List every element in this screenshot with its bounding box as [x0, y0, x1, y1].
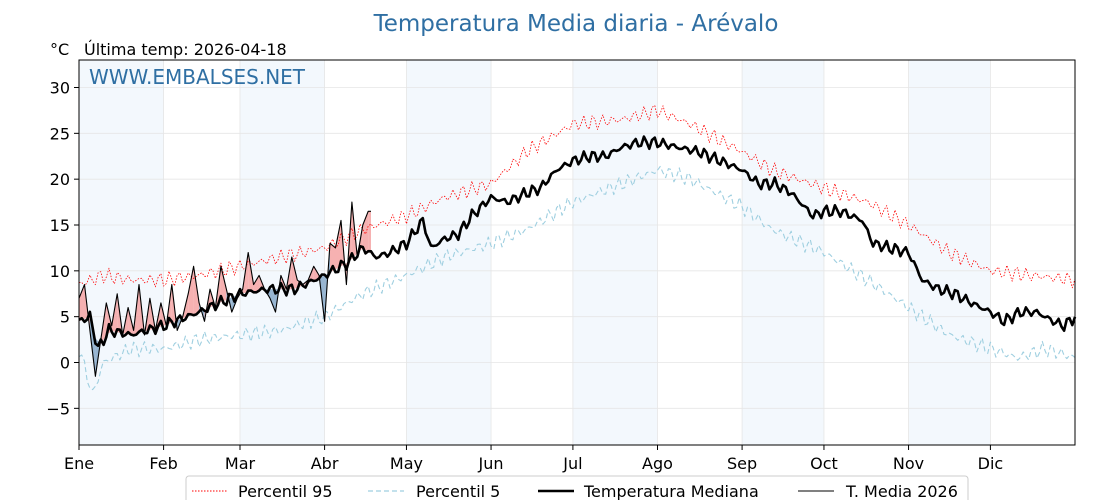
y-tick-label: 20 — [50, 170, 70, 189]
month-band — [406, 60, 492, 445]
anomaly-fill — [368, 211, 371, 254]
y-tick-label: 5 — [60, 308, 70, 327]
anomaly-fill — [188, 266, 194, 317]
month-band — [572, 60, 658, 445]
anomaly-fill — [362, 211, 369, 252]
last-temp-label: Última temp: 2026-04-18 — [84, 40, 287, 59]
x-tick-label: Nov — [893, 454, 924, 473]
anomaly-fill — [270, 289, 276, 313]
legend-box — [185, 475, 969, 500]
chart-title: Temperatura Media diaria - Arévalo — [373, 11, 779, 37]
legend-label-2026: T. Media 2026 — [845, 482, 958, 500]
x-tick-label: Ago — [642, 454, 673, 473]
legend: Percentil 95 Percentil 5 Temperatura Med… — [185, 475, 969, 500]
x-tick-label: Jun — [478, 454, 504, 473]
anomaly-fill — [313, 266, 320, 281]
x-tick-label: Oct — [810, 454, 838, 473]
anomaly-fill — [253, 275, 260, 292]
plot-frame — [78, 59, 1076, 446]
y-tick-label: 0 — [60, 354, 70, 373]
anomaly-fill — [79, 284, 85, 322]
month-band — [79, 60, 164, 445]
series-line-0 — [78, 105, 1076, 289]
y-tick-label: 10 — [50, 262, 70, 281]
anomaly-fill — [341, 220, 347, 285]
month-band — [908, 60, 991, 445]
legend-label-p95: Percentil 95 — [238, 482, 333, 500]
x-tick-label: May — [390, 454, 423, 473]
x-tick-label: Ene — [64, 454, 94, 473]
series-line-1 — [78, 165, 1076, 391]
x-tick-label: Jul — [562, 454, 582, 473]
x-tick-label: Mar — [225, 454, 256, 473]
x-tick-label: Abr — [311, 454, 339, 473]
anomaly-fill — [335, 220, 341, 270]
y-tick-label: 30 — [50, 79, 70, 98]
anomaly-fill — [220, 266, 227, 303]
watermark: WWW.EMBALSES.NET — [89, 65, 306, 89]
y-tick-label: 15 — [50, 216, 70, 235]
x-tick-label: Feb — [149, 454, 177, 473]
legend-label-p5: Percentil 5 — [416, 482, 500, 500]
series-line-2 — [78, 135, 1077, 348]
unit-label: °C — [50, 40, 69, 59]
anomaly-fill — [330, 243, 336, 273]
x-tick-label: Sep — [727, 454, 757, 473]
y-tick-label: 25 — [50, 124, 70, 143]
y-tick-label: −5 — [46, 399, 70, 418]
x-tick-label: Dic — [978, 454, 1004, 473]
month-band — [239, 60, 325, 445]
month-band — [742, 60, 824, 445]
series-line-3 — [78, 201, 371, 377]
legend-label-median: Temperatura Mediana — [583, 482, 759, 500]
